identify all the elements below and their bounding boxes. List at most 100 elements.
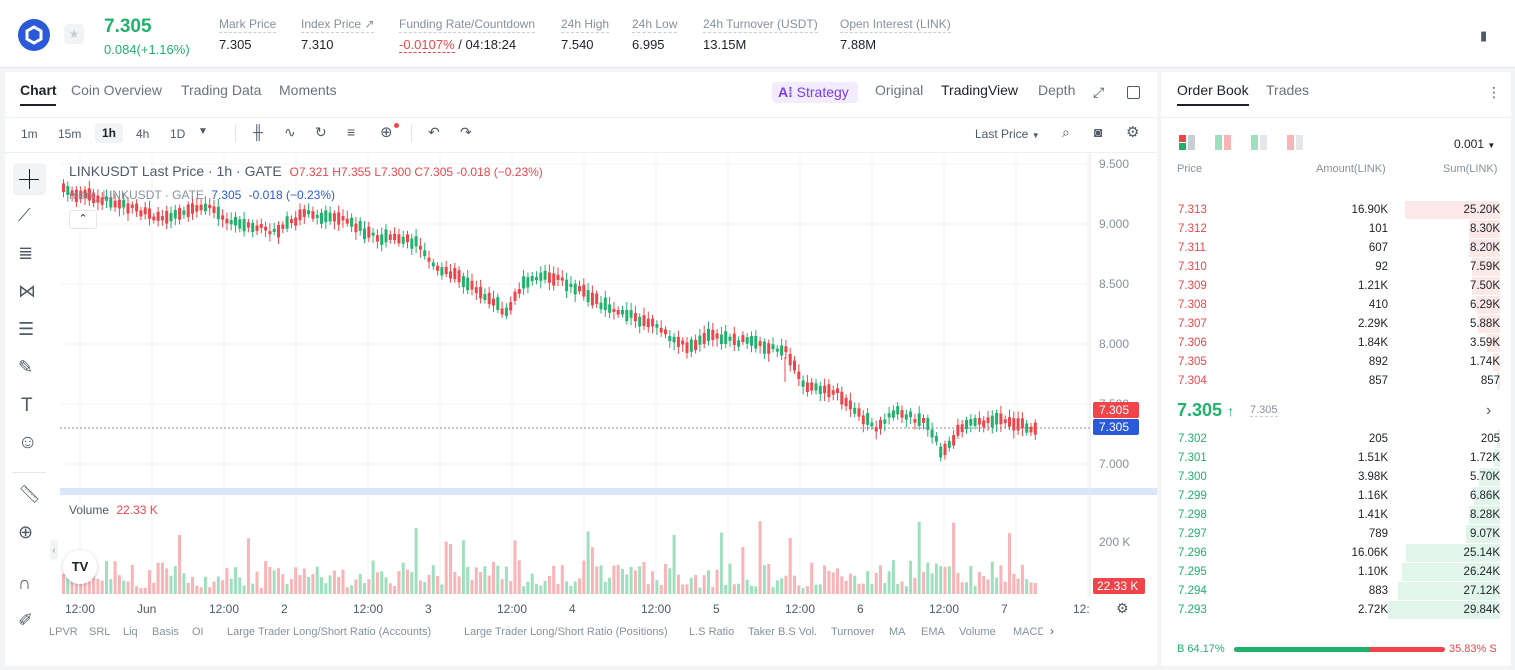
indicator-tab[interactable]: MACD (1013, 626, 1043, 638)
camera-icon[interactable]: ◙ (1094, 124, 1103, 140)
orderbook-row[interactable]: 7.313 16.90K 25.20K (1170, 201, 1508, 220)
chart-settings-icon[interactable]: ⚙ (1116, 600, 1129, 616)
parallel-lines-icon[interactable]: ≣ (18, 243, 34, 263)
text-tool-icon[interactable]: T (21, 395, 33, 416)
indicator-tab[interactable]: L.S Ratio (689, 626, 735, 638)
orderbook-row[interactable]: 7.312 101 8.30K (1170, 220, 1508, 239)
volume-bar (341, 569, 345, 594)
tab-order-book[interactable]: Order Book (1177, 82, 1249, 98)
pencil-lock-icon[interactable]: ✐ (18, 610, 34, 630)
chevron-down-icon[interactable]: ▼ (198, 126, 208, 137)
volume-bar (805, 586, 809, 594)
orderbook-row[interactable]: 7.309 1.21K 7.50K (1170, 277, 1508, 296)
fib-icon[interactable]: ☰ (18, 319, 35, 339)
candle (578, 286, 581, 292)
orderbook-row[interactable]: 7.301 1.51K 1.72K (1170, 449, 1508, 468)
indicator-tab[interactable]: LPVR (49, 626, 78, 638)
orderbook-layout-bids-icon[interactable] (1251, 135, 1267, 150)
tab-trading-data[interactable]: Trading Data (181, 82, 262, 98)
replay-icon[interactable]: ↻ (315, 124, 327, 140)
view-original[interactable]: Original (875, 82, 924, 98)
notes-icon[interactable]: ▮ (1480, 28, 1488, 43)
candle (1012, 418, 1016, 431)
indicator-tab[interactable]: Liq (123, 626, 138, 638)
precision-select[interactable]: 0.001 ▼ (1454, 137, 1496, 151)
orderbook-row[interactable]: 7.296 16.06K 25.14K (1170, 544, 1508, 563)
candle-type-icon[interactable]: ╫ (253, 124, 263, 140)
interval-15m[interactable]: 15m (58, 127, 82, 141)
expand-icon[interactable]: ⤢ (1093, 84, 1105, 100)
tab-moments[interactable]: Moments (279, 82, 337, 98)
strategy-button[interactable]: A⁞ Strategy (772, 82, 858, 103)
header-sum: Sum(LINK) (1443, 163, 1498, 175)
interval-4h[interactable]: 4h (136, 127, 150, 141)
favorite-star-icon[interactable]: ★ (64, 24, 84, 44)
search-icon[interactable]: ⌕ (1062, 124, 1070, 140)
view-tradingview[interactable]: TradingView (941, 82, 1019, 98)
volume-bar (689, 577, 693, 594)
indicator-tab[interactable]: Large Trader Long/Short Ratio (Accounts) (227, 626, 432, 638)
collapse-toolbar-icon[interactable]: ‹ (50, 540, 58, 560)
orderbook-row[interactable]: 7.308 410 6.29K (1170, 296, 1508, 315)
indicator-tab[interactable]: Large Trader Long/Short Ratio (Positions… (464, 626, 668, 638)
tab-chart[interactable]: Chart (20, 82, 57, 98)
pattern-icon[interactable]: ⋈ (18, 281, 36, 301)
orderbook-row[interactable]: 7.300 3.98K 5.70K (1170, 468, 1508, 487)
candle (565, 279, 569, 292)
orderbook-layout-split-icon[interactable] (1215, 135, 1231, 150)
tab-coin-overview[interactable]: Coin Overview (71, 82, 163, 98)
emoji-icon[interactable]: ☺ (18, 432, 38, 453)
row-sum: 7.59K (1469, 261, 1500, 274)
ruler-icon[interactable]: 📏︎ (18, 484, 41, 504)
candlestick-chart[interactable]: 9.5009.0008.5008.0007.5007.0007.3057.305… (5, 152, 1157, 622)
orderbook-row[interactable]: 7.307 2.29K 5.88K (1170, 315, 1508, 334)
price-type-select[interactable]: Last Price ▼ (975, 127, 1040, 141)
tab-trades[interactable]: Trades (1266, 82, 1310, 98)
add-indicator-icon[interactable]: ⊕ (380, 123, 399, 141)
collapse-legend-button[interactable]: ⌃ (69, 210, 97, 229)
indicator-tab[interactable]: OI (192, 626, 204, 638)
brush-icon[interactable]: ✎ (18, 357, 34, 377)
indicators-icon[interactable]: ∿ (284, 124, 296, 140)
orderbook-row[interactable]: 7.295 1.10K 26.24K (1170, 563, 1508, 582)
orderbook-row[interactable]: 7.310 92 7.59K (1170, 258, 1508, 277)
view-depth[interactable]: Depth (1038, 82, 1076, 98)
orderbook-row[interactable]: 7.298 1.41K 8.28K (1170, 506, 1508, 525)
orderbook-row[interactable]: 7.305 892 1.74K (1170, 353, 1508, 372)
interval-1h[interactable]: 1h (95, 123, 124, 143)
chevron-right-icon[interactable]: › (1486, 402, 1492, 419)
orderbook-layout-both-icon[interactable] (1179, 135, 1195, 150)
orderbook-row[interactable]: 7.306 1.84K 3.59K (1170, 334, 1508, 353)
magnet-icon[interactable]: ∩ (18, 573, 31, 593)
indicator-tab[interactable]: SRL (89, 626, 111, 638)
trend-line-icon[interactable]: ⟋ (18, 205, 31, 225)
indicator-tab[interactable]: Basis (152, 626, 179, 638)
undo-icon[interactable]: ↶ (428, 124, 440, 140)
more-icon[interactable]: ⋮ (1487, 84, 1501, 100)
chevron-right-icon[interactable]: › (1050, 624, 1054, 638)
zoom-in-icon[interactable]: ⊕ (18, 522, 34, 542)
orderbook-row[interactable]: 7.299 1.16K 6.86K (1170, 487, 1508, 506)
indicator-tab[interactable]: Taker B.S Vol. (748, 626, 818, 638)
orderbook-row[interactable]: 7.302 205 205 (1170, 430, 1508, 449)
window-icon[interactable] (1127, 86, 1140, 99)
redo-icon[interactable]: ↷ (460, 124, 472, 140)
volume-bar (526, 581, 530, 594)
candle (930, 429, 934, 438)
indicator-tab[interactable]: EMA (921, 626, 945, 638)
interval-1D[interactable]: 1D (170, 127, 186, 141)
orderbook-row[interactable]: 7.294 883 27.12K (1170, 582, 1508, 601)
interval-1m[interactable]: 1m (21, 127, 38, 141)
orderbook-layout-asks-icon[interactable] (1287, 135, 1303, 150)
orderbook-row[interactable]: 7.293 2.72K 29.84K (1170, 601, 1508, 620)
orderbook-row[interactable]: 7.297 789 9.07K (1170, 525, 1508, 544)
orderbook-row[interactable]: 7.311 607 8.20K (1170, 239, 1508, 258)
indicator-tab[interactable]: Volume (959, 626, 996, 638)
indicator-tab[interactable]: Turnover (831, 626, 875, 638)
tradingview-logo-icon[interactable]: TV (63, 550, 97, 584)
orderbook-row[interactable]: 7.304 857 857 (1170, 372, 1508, 391)
crosshair-tool[interactable] (13, 163, 46, 195)
templates-icon[interactable]: ≡ (347, 124, 356, 140)
indicator-tab[interactable]: MA (889, 626, 906, 638)
gear-icon[interactable]: ⚙ (1126, 124, 1140, 141)
